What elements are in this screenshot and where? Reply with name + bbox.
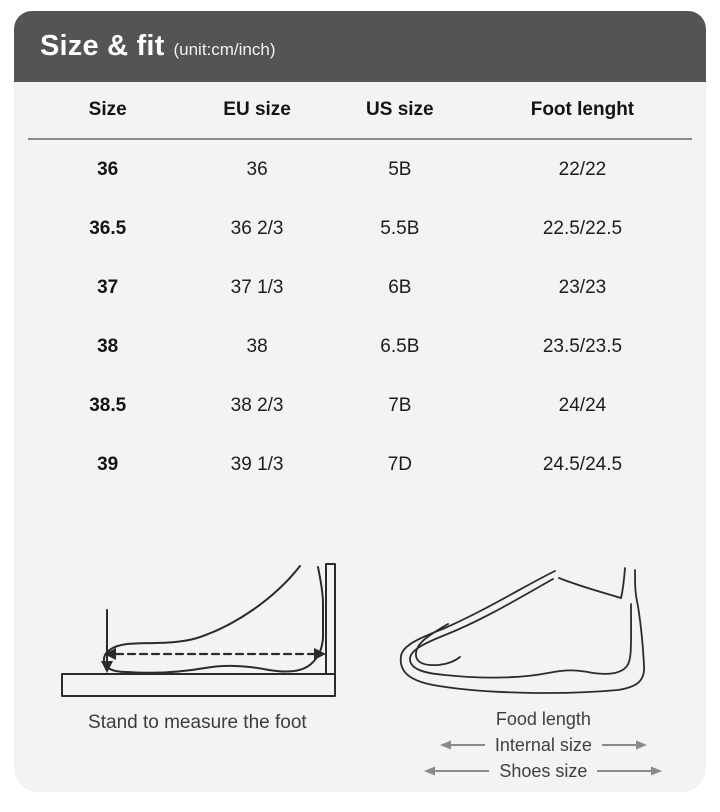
table-row: 38 38 6.5B 23.5/23.5 xyxy=(28,317,692,376)
eu-size-cell: 36 xyxy=(246,158,268,180)
wall-shape xyxy=(325,563,337,675)
foot-length-cell: 22/22 xyxy=(558,158,607,180)
foot-outline-shape xyxy=(103,565,325,674)
eu-size-cell: 38 2/3 xyxy=(230,394,284,416)
table-row: 37 37 1/3 6B 23/23 xyxy=(28,258,692,317)
column-header-size: Size xyxy=(28,82,188,140)
column-header-us-size: US size xyxy=(326,82,473,140)
table-row: 38.5 38 2/3 7B 24/24 xyxy=(28,376,692,435)
size-cell: 36 xyxy=(97,158,119,180)
us-size-cell: 7B xyxy=(388,394,412,416)
size-cell: 39 xyxy=(97,453,119,475)
us-size-cell: 5.5B xyxy=(380,217,420,239)
column-header-eu-size: EU size xyxy=(187,82,327,140)
ground-plank-shape xyxy=(61,673,337,697)
internal-size-label: Internal size xyxy=(494,734,592,755)
toe-loop-shape xyxy=(415,623,462,667)
size-fit-card: Size & fit (unit:cm/inch) Size EU size U… xyxy=(14,11,706,792)
foot-length-cell: 24/24 xyxy=(558,394,607,416)
measurement-figures: Stand to measure the foot Food length xyxy=(14,554,706,784)
arrow-right-icon xyxy=(601,740,647,750)
foot-measure-illustration xyxy=(61,563,337,697)
foot-length-cell: 24.5/24.5 xyxy=(542,453,623,475)
foot-length-cell: 23/23 xyxy=(558,276,607,298)
arrow-left-icon xyxy=(439,740,485,750)
internal-size-row: Internal size xyxy=(381,732,706,758)
throat-line xyxy=(558,577,623,599)
card-title: Size & fit xyxy=(40,30,165,62)
table-row: 39 39 1/3 7D 24.5/24.5 xyxy=(28,435,692,494)
eu-size-cell: 39 1/3 xyxy=(230,453,284,475)
shoe-length-illustration xyxy=(400,567,646,694)
size-cell: 37 xyxy=(97,276,119,298)
card-header: Size & fit (unit:cm/inch) xyxy=(14,11,706,82)
foot-inside-shape xyxy=(409,578,633,679)
table-row: 36 36 5B 22/22 xyxy=(28,139,692,199)
size-conversion-table: Size EU size US size Foot lenght 36 36 5… xyxy=(28,82,692,494)
toe-marker-arrow-icon xyxy=(101,609,114,673)
size-cell: 36.5 xyxy=(89,217,127,239)
eu-size-cell: 38 xyxy=(246,335,268,357)
table-header-row: Size EU size US size Foot lenght xyxy=(28,82,692,140)
shoes-size-label: Shoes size xyxy=(499,760,588,781)
shoe-size-figure: Food length Internal size Shoes si xyxy=(381,554,706,784)
arrow-right-icon xyxy=(597,766,663,776)
foot-length-arrow-icon xyxy=(104,648,327,660)
stand-caption: Stand to measure the foot xyxy=(88,712,307,733)
shoe-outline-shape xyxy=(400,569,646,694)
foot-length-cell: 22.5/22.5 xyxy=(542,217,623,239)
size-cell: 38 xyxy=(97,335,119,357)
food-length-row: Food length xyxy=(381,706,706,732)
arrow-left-icon xyxy=(424,766,490,776)
size-cell: 38.5 xyxy=(89,394,127,416)
unit-label: (unit:cm/inch) xyxy=(173,40,276,59)
table-row: 36.5 36 2/3 5.5B 22.5/22.5 xyxy=(28,199,692,258)
column-header-foot-length: Foot lenght xyxy=(472,82,692,140)
foot-length-cell: 23.5/23.5 xyxy=(542,335,623,357)
eu-size-cell: 36 2/3 xyxy=(230,217,284,239)
us-size-cell: 6.5B xyxy=(380,335,420,357)
us-size-cell: 6B xyxy=(388,276,412,298)
us-size-cell: 5B xyxy=(388,158,412,180)
food-length-label: Food length xyxy=(495,708,591,729)
eu-size-cell: 37 1/3 xyxy=(230,276,284,298)
us-size-cell: 7D xyxy=(387,453,412,475)
shoes-size-row: Shoes size xyxy=(381,758,706,784)
foot-measure-figure: Stand to measure the foot xyxy=(14,554,381,784)
leg-front-line xyxy=(620,567,627,599)
